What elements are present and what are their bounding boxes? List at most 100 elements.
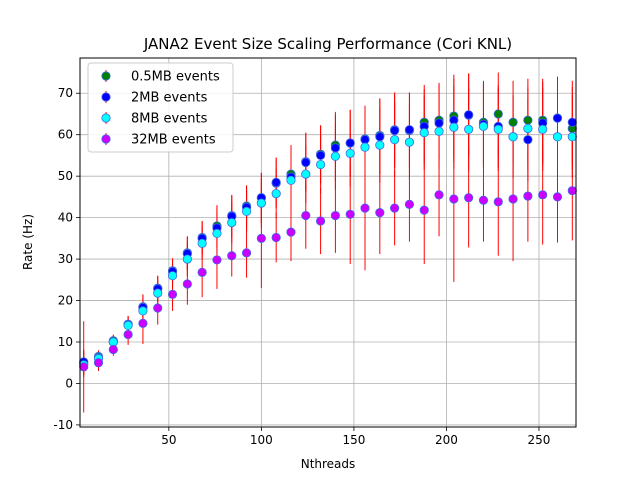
data-point (153, 288, 163, 298)
data-point (271, 232, 281, 243)
data-point (286, 175, 296, 185)
data-point (375, 140, 385, 150)
data-point (182, 254, 192, 264)
data-point (404, 125, 415, 135)
legend-label: 8MB events (131, 112, 208, 127)
y-tick-label: 0 (65, 376, 73, 390)
data-point (197, 238, 207, 248)
y-tick-label: 70 (58, 86, 73, 100)
data-point (478, 195, 489, 205)
data-point (434, 126, 444, 136)
data-point (449, 194, 459, 204)
data-point (138, 318, 148, 328)
legend: 0.5MB events 2MB events 8MB events 32MB eve… (87, 62, 234, 153)
axis-ticks: 50 100 150 200 250 -10 0 10 20 30 40 50 60 70 (53, 86, 550, 447)
data-point (345, 148, 355, 158)
y-tick-label: 50 (58, 169, 73, 183)
data-point (212, 228, 222, 238)
data-point (493, 124, 503, 134)
data-point (508, 132, 518, 142)
data-point (404, 137, 415, 147)
data-point (241, 248, 252, 258)
data-markers (79, 109, 577, 372)
data-point (315, 216, 326, 226)
data-point (330, 210, 341, 221)
x-tick-label: 100 (250, 433, 273, 447)
data-point (419, 128, 429, 138)
data-point (167, 271, 178, 281)
data-point (375, 208, 385, 218)
x-tick-label: 250 (528, 433, 551, 447)
data-point (464, 110, 474, 120)
legend-label: 2MB events (131, 91, 208, 106)
data-point (138, 306, 148, 316)
data-point (315, 159, 326, 170)
data-point (449, 122, 459, 132)
y-tick-label: 10 (58, 335, 73, 349)
data-point (330, 151, 341, 161)
x-tick-label: 200 (435, 433, 458, 447)
x-axis-label: Nthreads (301, 457, 356, 471)
legend-label: 32MB events (131, 133, 216, 148)
y-axis-label: Rate (Hz) (21, 214, 35, 270)
data-point (182, 279, 192, 289)
y-tick-label: 20 (58, 294, 73, 308)
data-point (360, 203, 370, 213)
y-tick-label: -10 (53, 418, 73, 432)
data-point (390, 135, 400, 145)
data-point (345, 209, 355, 219)
data-point (330, 143, 341, 153)
legend-box (87, 62, 234, 153)
data-point (227, 217, 237, 228)
data-point (523, 123, 533, 134)
data-point (256, 198, 266, 208)
data-point (167, 289, 178, 299)
data-point (108, 344, 118, 355)
legend-marker (101, 71, 111, 81)
data-point (567, 186, 577, 196)
data-point (493, 109, 503, 119)
data-point (345, 138, 355, 148)
data-point (434, 118, 444, 128)
data-point (508, 117, 518, 127)
data-point (197, 267, 207, 277)
data-point (567, 117, 577, 127)
data-point (212, 255, 222, 265)
legend-label: 0.5MB events (131, 70, 220, 85)
data-point (523, 115, 533, 125)
x-tick-label: 50 (161, 433, 176, 447)
data-point (464, 193, 474, 203)
axes-frame (79, 57, 577, 428)
data-point (552, 132, 563, 142)
data-point (153, 303, 163, 313)
data-point (523, 191, 533, 201)
data-point (301, 157, 311, 168)
data-point (286, 227, 296, 237)
data-point (404, 199, 415, 209)
data-point (301, 169, 311, 179)
data-point (271, 177, 281, 187)
data-point (508, 194, 518, 204)
data-point (538, 190, 548, 200)
data-point (256, 233, 266, 243)
data-point (123, 329, 133, 340)
data-point (552, 192, 563, 202)
data-point (434, 190, 444, 200)
data-point (79, 362, 89, 372)
data-point (315, 150, 326, 161)
data-point (227, 251, 237, 261)
data-point (360, 142, 370, 152)
data-point (301, 210, 311, 221)
data-point (538, 124, 548, 134)
data-point (375, 132, 385, 142)
grid (80, 58, 576, 427)
data-point (241, 206, 252, 217)
data-point (419, 205, 429, 215)
data-point (390, 125, 400, 136)
data-point (478, 121, 489, 132)
legend-marker (101, 113, 111, 123)
y-tick-label: 30 (58, 252, 73, 266)
data-point (567, 132, 577, 142)
data-point (390, 203, 400, 213)
